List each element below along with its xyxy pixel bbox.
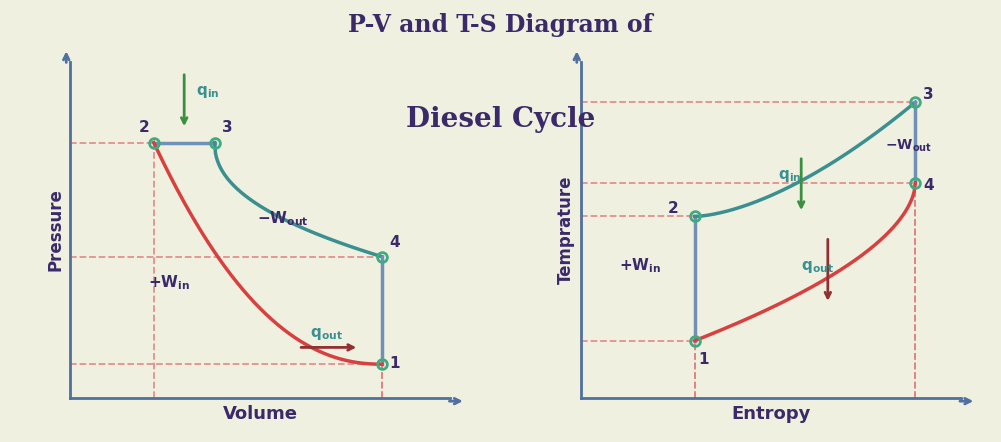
X-axis label: Volume: Volume — [223, 405, 297, 423]
Text: 3: 3 — [923, 87, 934, 102]
Text: 4: 4 — [923, 178, 934, 193]
X-axis label: Entropy: Entropy — [731, 405, 811, 423]
Text: $\mathbf{q_{out}}$: $\mathbf{q_{out}}$ — [801, 259, 834, 275]
Y-axis label: Temprature: Temprature — [557, 175, 575, 284]
Text: $\mathbf{+W_{in}}$: $\mathbf{+W_{in}}$ — [619, 256, 661, 275]
Text: $\mathbf{+W_{in}}$: $\mathbf{+W_{in}}$ — [148, 273, 190, 292]
Text: $\mathbf{q_{in}}$: $\mathbf{q_{in}}$ — [195, 84, 219, 100]
Text: Diesel Cycle: Diesel Cycle — [405, 106, 596, 133]
Text: 2: 2 — [138, 120, 149, 135]
Text: 1: 1 — [389, 355, 400, 370]
Text: $\mathbf{-W_{out}}$: $\mathbf{-W_{out}}$ — [257, 209, 309, 228]
Text: 2: 2 — [668, 201, 679, 216]
Text: $\mathbf{-W_{out}}$: $\mathbf{-W_{out}}$ — [885, 137, 932, 154]
Text: 1: 1 — [699, 352, 709, 367]
Text: $\mathbf{q_{out}}$: $\mathbf{q_{out}}$ — [309, 326, 342, 343]
Text: 4: 4 — [389, 235, 400, 250]
Text: 3: 3 — [222, 120, 233, 135]
Text: $\mathbf{q_{in}}$: $\mathbf{q_{in}}$ — [779, 168, 802, 184]
Y-axis label: Pressure: Pressure — [46, 188, 64, 271]
Text: P-V and T-S Diagram of: P-V and T-S Diagram of — [348, 13, 653, 37]
